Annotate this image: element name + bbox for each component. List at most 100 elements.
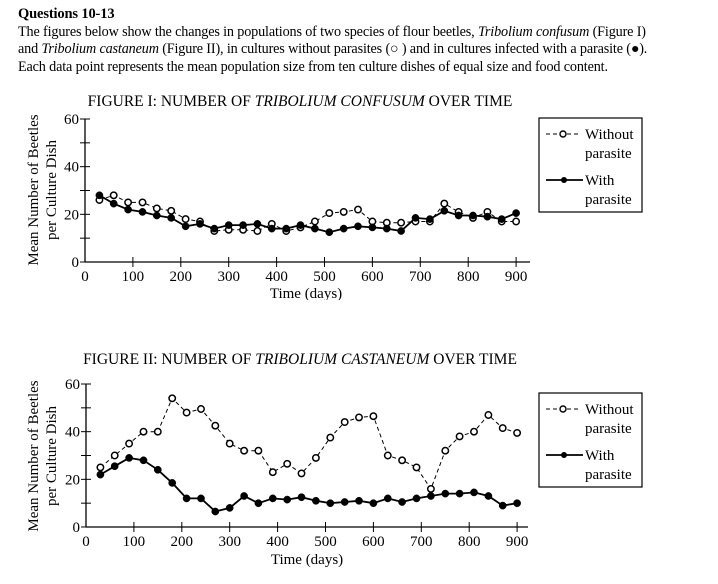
data-point-with-parasite (412, 494, 421, 503)
data-point-with-parasite (382, 224, 391, 233)
data-point-without-parasite (125, 439, 134, 448)
data-point-without-parasite (139, 427, 148, 436)
data-point-without-parasite (513, 428, 522, 437)
y-axis-label-line2: per Culture Dish (44, 406, 60, 506)
x-tick-label: 0 (81, 269, 89, 285)
x-tick-label: 100 (123, 534, 146, 550)
data-point-with-parasite (283, 495, 292, 504)
x-tick-label: 500 (313, 269, 336, 285)
data-point-with-parasite (340, 498, 349, 506)
data-point-with-parasite (355, 496, 363, 505)
figure-2-chart: FIGURE II: NUMBER OF TRIBOLIUM CASTANEUM… (26, 351, 643, 568)
data-point-without-parasite (440, 199, 449, 208)
data-point-with-parasite (513, 499, 521, 508)
y-tick-label: 20 (65, 472, 80, 488)
legend-with-label-1: With (585, 448, 615, 464)
question-title: Questions 10-13 (18, 6, 115, 22)
x-tick-label: 300 (217, 269, 240, 285)
x-tick-label: 700 (409, 269, 432, 285)
data-point-with-parasite (197, 494, 205, 503)
x-tick-label: 500 (314, 534, 337, 550)
data-point-without-parasite (455, 432, 464, 441)
y-tick-label: 0 (72, 255, 80, 271)
intro-text: The figures below show the changes in po… (18, 23, 478, 40)
y-tick-label: 20 (64, 207, 79, 223)
data-point-with-parasite (368, 223, 377, 232)
series-line-without-parasite (100, 397, 518, 490)
data-point-without-parasite (211, 421, 220, 430)
data-point-with-parasite (297, 493, 306, 502)
data-point-with-parasite (497, 215, 506, 223)
legend-without-label-1: Without (585, 402, 634, 418)
data-point-without-parasite (268, 468, 277, 477)
x-tick-label: 400 (266, 534, 289, 550)
data-point-with-parasite (441, 489, 450, 498)
data-point-with-parasite (325, 228, 334, 237)
data-point-with-parasite (326, 499, 335, 508)
figure-1-chart: FIGURE I: NUMBER OF TRIBOLIUM CONFUSUM O… (26, 93, 643, 300)
data-point-with-parasite (454, 211, 463, 220)
data-point-without-parasite (355, 413, 363, 422)
data-point-without-parasite (383, 451, 392, 460)
data-point-without-parasite (124, 198, 133, 207)
y-tick-label: 60 (65, 377, 80, 393)
data-point-without-parasite (340, 418, 349, 427)
x-tick-label: 200 (171, 534, 194, 550)
y-axis-label-line2: per Culture Dish (44, 140, 60, 240)
legend-with-label-2: parasite (585, 467, 632, 483)
data-point-without-parasite (310, 217, 319, 226)
data-point-with-parasite (125, 454, 133, 462)
data-point-with-parasite (470, 488, 478, 497)
data-point-with-parasite (153, 465, 162, 474)
x-tick-label: 900 (505, 269, 528, 285)
data-point-without-parasite (110, 451, 119, 460)
intro-text: (Figure II), in cultures without parasit… (158, 41, 648, 57)
x-tick-label: 800 (457, 269, 480, 285)
data-point-without-parasite (398, 456, 407, 465)
x-tick-label: 600 (362, 534, 385, 550)
data-point-with-parasite (311, 224, 319, 233)
data-point-with-parasite (267, 224, 276, 233)
data-point-with-parasite (383, 494, 392, 503)
legend-with-marker-icon (561, 452, 567, 458)
data-point-with-parasite (152, 211, 161, 220)
question-intro: Questions 10-13 The figures below show t… (18, 6, 718, 76)
title-species: TRIBOLIUM CASTANEUM (255, 351, 430, 368)
legend-box (538, 117, 643, 213)
y-tick-label: 40 (64, 160, 79, 176)
x-tick-label: 200 (170, 269, 193, 285)
legend-without-label-1: Without (585, 127, 634, 143)
data-point-without-parasite (512, 217, 521, 226)
data-point-with-parasite (398, 498, 406, 506)
data-point-with-parasite (138, 208, 147, 216)
data-point-without-parasite (354, 205, 362, 214)
intro-line-3: Each data point represents the mean popu… (18, 58, 608, 75)
legend-without-marker-icon (559, 130, 567, 138)
legend-without-marker-icon (559, 405, 567, 413)
data-point-without-parasite (498, 424, 507, 433)
data-point-with-parasite (167, 214, 176, 222)
x-tick-label: 0 (82, 534, 90, 550)
data-point-with-parasite (427, 492, 435, 500)
legend-with-marker-icon (561, 177, 567, 183)
data-point-without-parasite (181, 215, 190, 224)
data-point-with-parasite (96, 470, 105, 479)
data-point-without-parasite (325, 209, 334, 218)
data-point-with-parasite (296, 221, 305, 229)
data-point-with-parasite (210, 224, 219, 233)
intro-text: and (18, 41, 42, 57)
y-axis-label-line1: Mean Number of Beetles (26, 380, 42, 531)
data-point-without-parasite (441, 446, 450, 455)
data-point-with-parasite (109, 199, 118, 208)
x-tick-label: 400 (265, 269, 288, 285)
data-point-with-parasite (354, 222, 362, 231)
intro-line-2: and Tribolium castaneum (Figure II), in … (18, 41, 718, 59)
y-tick-label: 60 (64, 112, 79, 128)
data-point-without-parasite (484, 411, 493, 419)
data-point-with-parasite (455, 489, 464, 498)
data-point-with-parasite (182, 494, 191, 503)
data-point-without-parasite (412, 463, 421, 472)
data-point-without-parasite (397, 218, 406, 227)
